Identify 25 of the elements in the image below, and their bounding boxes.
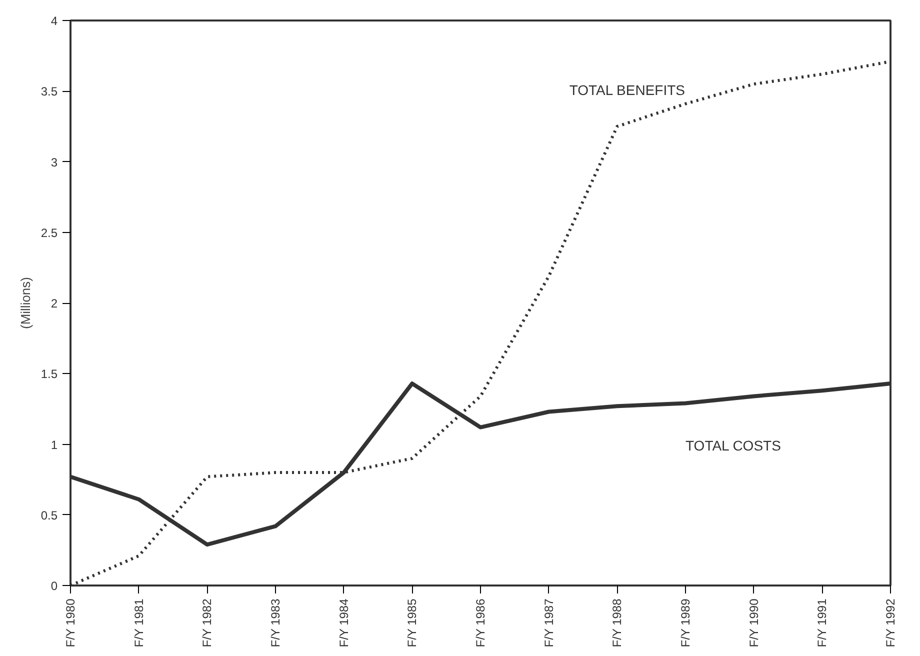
y-tick-label: 3 xyxy=(50,155,58,170)
text: TOTAL COSTS xyxy=(686,438,781,454)
x-tick-label: F/Y 1988 xyxy=(610,598,624,648)
x-tick-label: F/Y 1980 xyxy=(64,598,78,648)
series-label: TOTAL BENEFITS xyxy=(569,82,685,98)
y-tick-label: 2 xyxy=(50,296,58,310)
y-tick-label: 4 xyxy=(50,14,58,28)
y-tick-label: 1 xyxy=(50,438,58,452)
x-tick-label: F/Y 1989 xyxy=(678,598,692,648)
y-tick-label: 0.5 xyxy=(40,508,58,522)
y-axis-title: (Millions) xyxy=(18,277,33,329)
x-tick-label: F/Y 1983 xyxy=(268,598,282,648)
x-tick-label: F/Y 1985 xyxy=(405,598,420,648)
x-tick-label: F/Y 1991 xyxy=(815,598,830,648)
x-tick-label: F/Y 1992 xyxy=(884,598,898,648)
x-tick-label: F/Y 1987 xyxy=(542,598,556,648)
x-tick-label: F/Y 1986 xyxy=(474,598,488,648)
y-tick-label: 2.5 xyxy=(40,226,58,240)
y-tick-label: 3.5 xyxy=(40,84,58,99)
y-tick-label: 1.5 xyxy=(40,367,58,382)
x-tick-label: F/Y 1984 xyxy=(336,598,351,648)
x-tick-label: F/Y 1990 xyxy=(746,598,761,648)
x-tick-label: F/Y 1982 xyxy=(200,598,214,648)
y-tick-label: 0 xyxy=(50,579,58,593)
x-tick-label: F/Y 1981 xyxy=(132,598,146,648)
